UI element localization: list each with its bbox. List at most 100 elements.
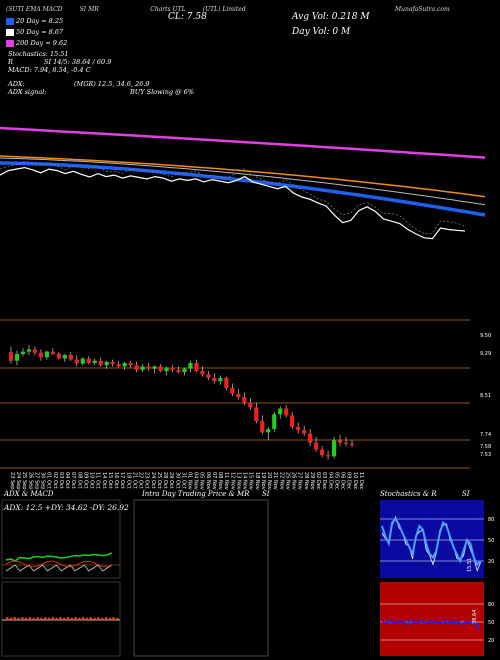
date-label: 18 Nov: [254, 472, 260, 490]
candle-body: [32, 349, 38, 353]
stoch-tick-label: 80: [488, 517, 494, 523]
ema20-line: [0, 161, 486, 217]
si-tick-label: 50: [488, 620, 494, 626]
macd-hist-bar: [93, 617, 96, 620]
macd-hist-bar: [82, 617, 85, 620]
date-label: 23 Sep: [9, 472, 15, 489]
date-label: 26 Nov: [291, 472, 297, 490]
date-label: 16 Oct: [113, 472, 119, 489]
stoch-r-line: [381, 515, 481, 573]
candle-body: [80, 358, 85, 364]
macd-hist-bar: [28, 617, 32, 620]
macd-hist-bar: [112, 617, 115, 620]
candle-body: [56, 353, 61, 359]
legend-ema20: 20 Day = 8.25: [6, 17, 63, 25]
macd-hist-bar: [9, 617, 13, 620]
date-label: 10 Dec: [352, 472, 358, 490]
date-label: 27 Nov: [297, 472, 303, 490]
macd-hist-bar: [25, 617, 28, 620]
price-tick-label: 8.51: [480, 393, 491, 399]
ema200-line: [0, 126, 486, 159]
candle-body: [176, 369, 181, 373]
price-tick-label: 7.74: [480, 432, 491, 438]
adx-label: ADX:: [8, 80, 25, 88]
candle-body: [92, 360, 97, 364]
candle-body: [44, 351, 49, 358]
macd-hist-bar: [116, 617, 119, 620]
macd-hist-bar: [104, 617, 108, 620]
price-tick-label: 7.58: [480, 444, 491, 450]
macd-hist-bar: [66, 617, 70, 620]
stoch-line: [381, 517, 482, 567]
price-tick-label: 7.53: [480, 452, 491, 458]
candle-body: [8, 352, 14, 361]
macd-hist-bar: [44, 617, 47, 620]
date-label: 24 Oct: [150, 472, 156, 489]
candle-body: [164, 367, 169, 371]
candle-body: [212, 377, 217, 382]
candle-body: [122, 363, 127, 367]
candle-body: [314, 442, 319, 450]
date-label: 23 Oct: [144, 472, 150, 489]
candle-body: [331, 440, 337, 457]
date-label: 11 Oct: [95, 472, 101, 489]
candle-body: [272, 414, 277, 430]
macd-hist-bar: [78, 617, 81, 620]
date-label: 11 Nov: [223, 472, 229, 490]
si-panel-frame: [380, 582, 484, 656]
si-line: [381, 618, 481, 630]
date-label: 30 Sep: [40, 472, 46, 489]
date-label: 13 Nov: [235, 472, 241, 490]
candle-body: [296, 426, 301, 431]
candle-body: [266, 429, 271, 433]
date-label: 04 Dec: [327, 472, 333, 490]
candle-body: [218, 377, 223, 382]
date-label: 10 Oct: [89, 472, 95, 489]
candle-body: [170, 367, 175, 370]
avg-volume: Avg Vol: 0.218 M: [292, 12, 370, 22]
date-label: 18 Oct: [125, 472, 131, 489]
macd-hist-bar: [63, 617, 66, 620]
stochastics-r: R: [8, 58, 13, 66]
ema50-swatch: [6, 28, 14, 36]
date-label: 25 Nov: [284, 472, 290, 490]
si-tick-label: 20: [488, 638, 494, 644]
candle-body: [206, 374, 211, 378]
adx-signal-label: ADX signal:: [8, 88, 47, 96]
date-label: 21 Nov: [272, 472, 278, 490]
date-label: 14 Oct: [101, 472, 107, 489]
date-label: 25 Oct: [156, 472, 162, 489]
date-label: 04 Nov: [193, 472, 199, 490]
date-label: 07 Oct: [70, 472, 76, 489]
date-label: 27 Sep: [33, 472, 39, 489]
macd-hist-bar: [89, 617, 92, 620]
date-label: 28 Oct: [162, 472, 168, 489]
macd-hist-bar: [36, 617, 39, 620]
candle-body: [110, 361, 115, 365]
date-label: 06 Dec: [340, 472, 346, 490]
candle-body: [343, 442, 349, 444]
candle-body: [325, 455, 331, 457]
candle-body: [248, 402, 253, 408]
candle-body: [74, 359, 79, 364]
date-label: 30 Oct: [174, 472, 180, 489]
adx-plus-line: [5, 552, 113, 562]
date-label: 08 Oct: [76, 472, 82, 489]
candle-body: [308, 433, 313, 443]
candle-body: [158, 366, 163, 371]
macd-hist-bar: [17, 617, 20, 620]
date-label: 22 Oct: [138, 472, 144, 489]
intraday-panel-title: Intra Day Trading Price & MR: [142, 490, 250, 498]
legend-ema200: 200 Day = 9.62: [6, 39, 67, 47]
candle-body: [50, 351, 55, 354]
date-label: 08 Nov: [217, 472, 223, 490]
candle-body: [337, 440, 343, 443]
macd-hist-bar: [74, 617, 77, 620]
candle-body: [224, 377, 229, 389]
adx-values: (MGR) 12.5, 34.6, 26.9: [74, 80, 150, 88]
candle-body: [182, 368, 187, 373]
macd-hist-bar: [6, 617, 9, 620]
candle-body: [284, 408, 289, 416]
intraday-panel-frame: [133, 499, 269, 657]
